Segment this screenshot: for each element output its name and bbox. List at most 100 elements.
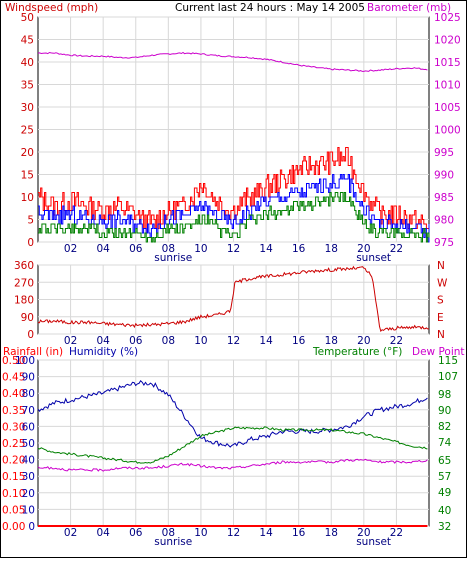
- x-tick-label: 20: [357, 527, 370, 539]
- direction-tick-label: 0: [27, 329, 34, 341]
- temperature-tick-label: 65: [438, 455, 451, 467]
- x-tick-label: 04: [96, 243, 110, 255]
- x-tick-label: 06: [129, 335, 143, 347]
- humidity-tick-label: 10: [22, 504, 35, 516]
- humidity-tick-label: 100: [15, 355, 35, 367]
- x-tick-label: 10: [194, 527, 207, 539]
- x-tick-label: 10: [194, 335, 207, 347]
- rainfall-tick-label: 0.20: [2, 455, 25, 467]
- wind-average-line: [38, 174, 430, 243]
- temperature-tick-label: 49: [438, 487, 451, 499]
- x-tick-label: 16: [292, 243, 306, 255]
- humidity-axis-title: Humidity (%): [69, 346, 138, 358]
- barometer-tick-label: 1010: [434, 80, 461, 92]
- windspeed-tick-label: 40: [21, 57, 34, 69]
- humidity-tick-label: 80: [22, 388, 35, 400]
- rainfall-tick-label: 0.25: [2, 438, 25, 450]
- humidity-tick-label: 30: [22, 471, 35, 483]
- rainfall-tick-label: 0.40: [2, 388, 25, 400]
- barometer-tick-label: 990: [434, 170, 454, 182]
- rainfall-tick-label: 0.45: [2, 372, 25, 384]
- wind-direction-line: [37, 265, 430, 333]
- humidity-tick-label: 20: [22, 488, 35, 500]
- temperature-line: [37, 426, 428, 464]
- x-tick-label: 12: [227, 243, 240, 255]
- barometer-tick-label: 980: [434, 215, 454, 227]
- direction-tick-label: 90: [21, 312, 34, 324]
- x-tick-label: 20: [357, 243, 370, 255]
- temperature-tick-label: 115: [438, 355, 458, 367]
- dewpoint-axis-title: Dew Point: [412, 346, 465, 358]
- x-tick-label: 04: [96, 335, 110, 347]
- x-tick-label: 22: [390, 335, 403, 347]
- humidity-line: [37, 380, 428, 448]
- humidity-tick-label: 40: [22, 455, 35, 467]
- x-tick-label: 20: [357, 335, 370, 347]
- sunrise-label: sunrise: [154, 536, 192, 548]
- x-tick-label: 18: [325, 243, 338, 255]
- x-tick-label: 02: [64, 527, 77, 539]
- temperature-tick-label: 90: [438, 405, 451, 417]
- windspeed-tick-label: 20: [21, 147, 34, 159]
- rainfall-tick-label: 0.30: [2, 421, 25, 433]
- temperature-tick-label: 32: [438, 521, 451, 533]
- compass-label: E: [437, 312, 444, 324]
- barometer-tick-label: 975: [434, 237, 454, 249]
- windspeed-tick-label: 10: [21, 192, 34, 204]
- temperature-tick-label: 74: [438, 437, 452, 449]
- x-tick-label: 08: [162, 527, 175, 539]
- windspeed-tick-label: 5: [27, 215, 34, 227]
- humidity-tick-label: 50: [22, 438, 35, 450]
- compass-label: N: [437, 329, 445, 341]
- temperature-tick-label: 40: [438, 505, 451, 517]
- direction-tick-label: 270: [14, 277, 34, 289]
- barometer-tick-label: 995: [434, 147, 454, 159]
- direction-tick-label: 360: [14, 260, 34, 272]
- humidity-tick-label: 0: [28, 521, 35, 533]
- x-tick-label: 02: [64, 335, 77, 347]
- humidity-tick-label: 60: [22, 421, 35, 433]
- windspeed-axis-title: Windspeed (mph): [5, 2, 98, 14]
- rainfall-tick-label: 0.00: [2, 521, 25, 533]
- windspeed-tick-label: 45: [21, 35, 34, 47]
- barometer-tick-label: 1000: [434, 125, 461, 137]
- rainfall-tick-label: 0.10: [2, 488, 25, 500]
- wind-low-line: [38, 192, 430, 243]
- barometer-tick-label: 1015: [434, 57, 461, 69]
- barometer-tick-label: 1025: [434, 12, 461, 24]
- x-tick-label: 22: [390, 527, 403, 539]
- temperature-tick-label: 57: [438, 471, 451, 483]
- compass-label: S: [437, 295, 444, 307]
- x-tick-label: 18: [325, 335, 338, 347]
- x-tick-label: 14: [259, 335, 273, 347]
- x-tick-label: 08: [162, 335, 175, 347]
- x-tick-label: 16: [292, 527, 306, 539]
- x-tick-label: 14: [259, 243, 273, 255]
- barometer-tick-label: 1020: [434, 35, 461, 47]
- barometer-axis-title: Barometer (mb): [367, 2, 451, 14]
- humidity-tick-label: 70: [22, 405, 35, 417]
- x-tick-label: 08: [162, 243, 175, 255]
- x-tick-label: 18: [325, 527, 338, 539]
- sunrise-label: sunrise: [154, 252, 192, 264]
- x-tick-label: 12: [227, 335, 240, 347]
- x-tick-label: 22: [390, 243, 403, 255]
- temperature-axis-title: Temperature (°F): [312, 346, 402, 358]
- windspeed-tick-label: 35: [21, 80, 34, 92]
- rainfall-tick-label: 0.05: [2, 504, 25, 516]
- x-tick-label: 12: [227, 527, 240, 539]
- windspeed-tick-label: 25: [21, 125, 34, 137]
- wind-gust-line: [38, 147, 430, 234]
- x-tick-label: 14: [259, 527, 273, 539]
- rainfall-tick-label: 0.35: [2, 405, 25, 417]
- x-tick-label: 02: [64, 243, 77, 255]
- rainfall-axis-title: Rainfall (in): [3, 346, 63, 358]
- windspeed-tick-label: 0: [27, 237, 34, 249]
- sunset-label: sunset: [356, 252, 391, 264]
- x-tick-label: 06: [129, 527, 143, 539]
- x-tick-label: 06: [129, 243, 143, 255]
- x-tick-label: 16: [292, 335, 306, 347]
- compass-label: N: [437, 260, 445, 272]
